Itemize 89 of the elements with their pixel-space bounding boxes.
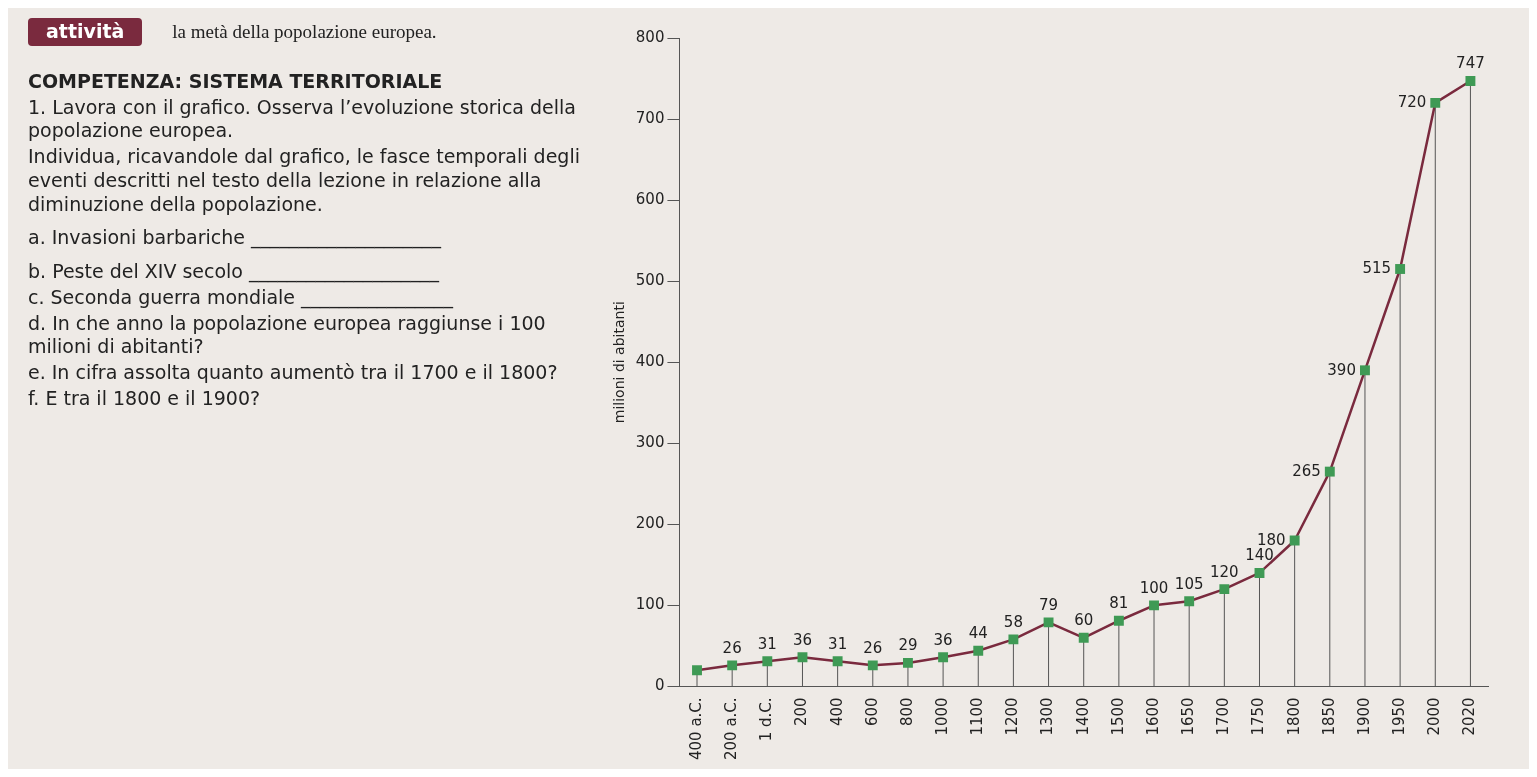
- data-label: 79: [1039, 595, 1059, 614]
- x-tick-label: 1600: [1143, 697, 1162, 736]
- point: [1184, 596, 1195, 607]
- x-tick-label: 1900: [1354, 697, 1373, 736]
- point: [1008, 634, 1019, 645]
- x-tick-label: 1500: [1108, 697, 1127, 736]
- point: [1219, 584, 1230, 595]
- text: b. Peste del XIV secolo ____________________: [28, 260, 441, 284]
- data-label: 390: [1327, 360, 1356, 379]
- point: [797, 652, 808, 663]
- y-tick-label: 500: [635, 271, 665, 290]
- data-label: 180: [1257, 530, 1286, 549]
- x-tick-label: 200 a.C.: [722, 697, 741, 761]
- x-tick-label: 200: [792, 697, 811, 727]
- data-label: 31: [757, 634, 777, 653]
- y-tick-label: 400: [635, 352, 665, 371]
- data-label: 26: [722, 638, 742, 657]
- point: [1395, 264, 1406, 274]
- y-tick-label: 700: [635, 108, 665, 127]
- y-axis-title: milioni di abitanti: [611, 301, 628, 424]
- point: [762, 656, 773, 667]
- x-tick-label: 1800: [1284, 697, 1303, 736]
- data-label: 100: [1139, 578, 1169, 597]
- data-label: 105: [1174, 574, 1204, 593]
- x-tick-label: 1300: [1038, 697, 1057, 736]
- point: [1360, 365, 1370, 376]
- point: [1254, 567, 1265, 578]
- x-tick-label: 2000: [1425, 697, 1444, 736]
- text: f. E tra il 1800 e il 1900?: [28, 386, 262, 411]
- point: [1113, 615, 1124, 626]
- point: [1149, 600, 1159, 611]
- x-tick-label: 1000: [932, 697, 951, 736]
- data-label: 36: [792, 630, 813, 649]
- point: [1289, 535, 1300, 546]
- y-tick-label: 0: [654, 676, 665, 695]
- data-label: 140: [1245, 546, 1274, 565]
- y-tick-label: 100: [635, 595, 665, 614]
- x-tick-label: 400: [827, 697, 846, 727]
- x-tick-label: 800: [897, 697, 916, 727]
- data-label: 515: [1362, 259, 1392, 278]
- point: [832, 656, 843, 667]
- x-tick-label: 600: [862, 697, 881, 727]
- point: [1078, 632, 1089, 643]
- point: [727, 660, 738, 671]
- y-tick-label: 600: [635, 189, 665, 208]
- data-label: 747: [1456, 54, 1485, 73]
- text: 1. Lavora con il grafico. Osserva l’evoluzione storica della popolazione europea.: [28, 95, 577, 143]
- point: [1324, 466, 1335, 477]
- x-tick-label: 1200: [1003, 697, 1022, 736]
- x-tick-label: 1950: [1390, 697, 1408, 736]
- x-tick-label: 1750: [1249, 697, 1268, 736]
- text: attività: [28, 18, 143, 46]
- y-tick-label: 200: [635, 514, 665, 533]
- data-label: 81: [1109, 594, 1129, 613]
- data-label: 120: [1210, 562, 1239, 581]
- text: c. Seconda guerra mondiale ________________: [28, 285, 455, 310]
- point: [692, 665, 702, 676]
- data-label: 26: [863, 638, 883, 657]
- point: [1043, 617, 1054, 628]
- x-tick-label: 400 a.C.: [686, 697, 705, 761]
- data-label: 44: [968, 624, 988, 643]
- text: COMPETENZA: SISTEMA TERRITORIALE: [28, 69, 444, 94]
- text: e. In cifra assolta quanto aumentò tra il 1700 e il 1800?: [28, 361, 559, 385]
- x-tick-label: 2020: [1460, 697, 1479, 736]
- y-tick-label: 800: [635, 27, 665, 46]
- point: [973, 645, 984, 656]
- text: la metà della popolazione europea.: [172, 20, 437, 44]
- data-label: 60: [1074, 611, 1094, 630]
- point: [1430, 97, 1441, 108]
- x-tick-label: 1700: [1214, 697, 1233, 736]
- x-tick-label: 1 d.C.: [757, 697, 776, 742]
- text: d. In che anno la popolazione europea raggiunse i 100 milioni di abitanti?: [28, 311, 547, 359]
- data-label: 58: [1003, 612, 1023, 631]
- point: [867, 660, 878, 671]
- y-tick-label: 300: [635, 433, 665, 452]
- data-label: 29: [898, 636, 918, 655]
- point: [1465, 76, 1476, 86]
- data-label: 36: [933, 630, 953, 649]
- x-tick-label: 1650: [1179, 697, 1198, 736]
- x-tick-label: 1100: [968, 697, 987, 736]
- x-tick-label: 1850: [1319, 697, 1338, 736]
- point: [902, 657, 913, 668]
- data-label: 265: [1292, 462, 1321, 481]
- data-label: 31: [828, 634, 848, 653]
- x-tick-label: 1400: [1073, 697, 1092, 736]
- text: Individua, ricavandole dal grafico, le fasce temporali degli eventi descritti nel testo della lezione in relazione alla diminuzione della popolazione.: [28, 145, 581, 217]
- point: [938, 652, 949, 663]
- text: a. Invasioni barbariche ____________________: [28, 226, 443, 250]
- data-label: 720: [1397, 93, 1427, 112]
